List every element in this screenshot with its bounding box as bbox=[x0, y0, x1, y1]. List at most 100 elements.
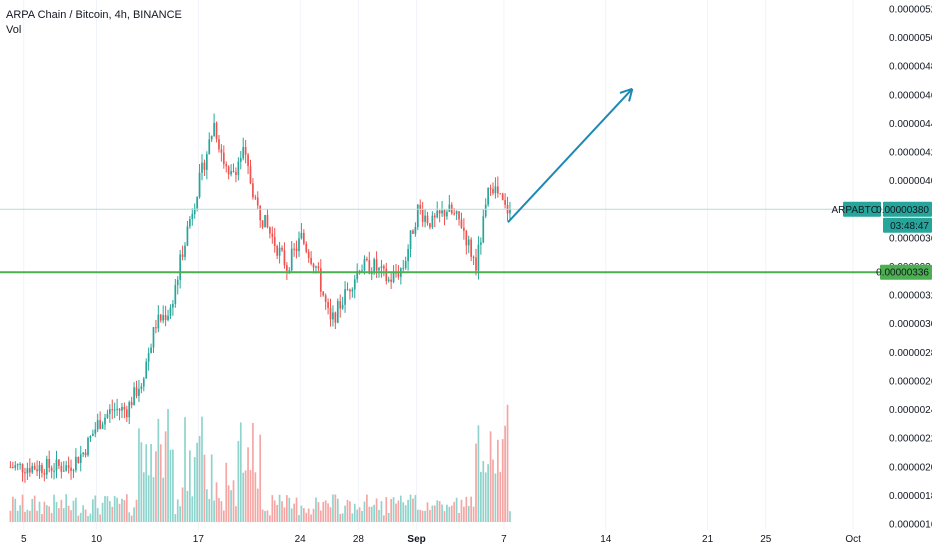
candle-body bbox=[310, 257, 312, 264]
candle-body bbox=[254, 197, 257, 199]
volume-bar bbox=[487, 464, 489, 522]
volume-bar bbox=[96, 508, 99, 522]
volume-bar bbox=[509, 511, 511, 522]
volume-bar bbox=[366, 494, 368, 522]
candle-body bbox=[363, 258, 366, 271]
price-tick-label: 0.00000420 bbox=[889, 148, 932, 159]
volume-bar bbox=[295, 497, 298, 522]
volume-bar bbox=[419, 509, 422, 522]
volume-bar bbox=[368, 506, 371, 522]
volume-bar bbox=[21, 494, 24, 522]
candle-body bbox=[9, 466, 12, 468]
volume-bar bbox=[244, 470, 247, 522]
candle-body bbox=[368, 260, 371, 274]
volume-bar bbox=[399, 495, 402, 522]
candle-body bbox=[70, 467, 72, 471]
volume-bar bbox=[363, 501, 366, 522]
volume-bar bbox=[336, 498, 339, 522]
candle-body bbox=[186, 226, 189, 246]
candle-body bbox=[208, 139, 211, 155]
candle-body bbox=[125, 409, 128, 418]
candle-body bbox=[155, 327, 157, 329]
candle-body bbox=[235, 171, 237, 175]
candle-body bbox=[298, 238, 300, 251]
volume-bar bbox=[334, 494, 337, 522]
volume-bar bbox=[125, 494, 128, 522]
volume-bar bbox=[438, 501, 441, 522]
volume-bar bbox=[390, 499, 392, 522]
candle-body bbox=[375, 259, 378, 271]
candle-body bbox=[43, 473, 46, 475]
volume-bar bbox=[375, 498, 378, 522]
volume-bar bbox=[448, 506, 451, 522]
volume-bar bbox=[322, 501, 325, 522]
candle-body bbox=[142, 378, 145, 387]
candle-body bbox=[467, 239, 470, 246]
price-tick-label: 0.00000200 bbox=[889, 462, 932, 473]
candle-body bbox=[232, 171, 235, 173]
candle-body bbox=[266, 215, 269, 228]
candle-body bbox=[256, 197, 259, 206]
candle-body bbox=[385, 268, 388, 282]
volume-bar bbox=[424, 510, 426, 522]
candle-body bbox=[140, 386, 143, 390]
volume-bar bbox=[499, 471, 502, 522]
volume-bar bbox=[412, 498, 414, 522]
volume-bar bbox=[157, 418, 160, 522]
candle-body bbox=[300, 232, 303, 239]
volume-bar bbox=[58, 508, 60, 522]
candle-body bbox=[215, 122, 218, 140]
volume-bar bbox=[138, 428, 140, 522]
candle-body bbox=[339, 301, 342, 309]
price-tick-label: 0.00000160 bbox=[889, 520, 932, 531]
candle-body bbox=[317, 266, 320, 269]
volume-bar bbox=[60, 499, 63, 522]
volume-bar bbox=[261, 509, 264, 522]
candle-body bbox=[286, 265, 288, 271]
candle-body bbox=[133, 387, 135, 406]
candle-body bbox=[244, 146, 247, 155]
candle-body bbox=[152, 327, 155, 348]
volume-bar bbox=[179, 506, 182, 522]
candle-body bbox=[191, 214, 194, 220]
candle-body bbox=[24, 472, 26, 474]
volume-bar bbox=[310, 514, 312, 522]
candle-body bbox=[419, 204, 422, 210]
candle-body bbox=[75, 456, 77, 471]
candle-body bbox=[332, 312, 334, 320]
volume-bar bbox=[89, 513, 92, 522]
candle-body bbox=[11, 466, 14, 468]
chart-title: ARPA Chain / Bitcoin, 4h, BINANCE bbox=[6, 9, 182, 21]
candle-body bbox=[239, 158, 242, 162]
candle-body bbox=[118, 408, 121, 411]
volume-bar bbox=[387, 512, 390, 522]
candle-body bbox=[113, 409, 116, 411]
candle-body bbox=[53, 470, 55, 472]
volume-bar bbox=[67, 505, 70, 522]
candle-body bbox=[446, 211, 448, 217]
time-tick-label: Oct bbox=[845, 534, 861, 545]
volume-bar bbox=[92, 499, 94, 522]
candle-body bbox=[104, 417, 106, 425]
candle-body bbox=[504, 200, 506, 205]
volume-bar bbox=[155, 451, 157, 522]
volume-bar bbox=[489, 431, 492, 522]
candle-body bbox=[167, 315, 169, 321]
volume-bar bbox=[496, 439, 499, 522]
volume-bar bbox=[65, 494, 68, 522]
candle-body bbox=[174, 285, 177, 304]
candle-body bbox=[448, 204, 451, 212]
volume-bar bbox=[494, 473, 497, 522]
volume-bar bbox=[317, 502, 320, 522]
volume-bar bbox=[492, 459, 494, 522]
candle-body bbox=[327, 301, 329, 308]
volume-bar bbox=[72, 500, 75, 522]
candle-body bbox=[84, 452, 87, 456]
candle-body bbox=[429, 223, 431, 228]
volume-bar bbox=[329, 507, 332, 522]
volume-bar bbox=[145, 444, 148, 522]
price-tick-label: 0.00000260 bbox=[889, 376, 932, 387]
candle-body bbox=[480, 242, 482, 245]
volume-bar bbox=[472, 506, 475, 522]
